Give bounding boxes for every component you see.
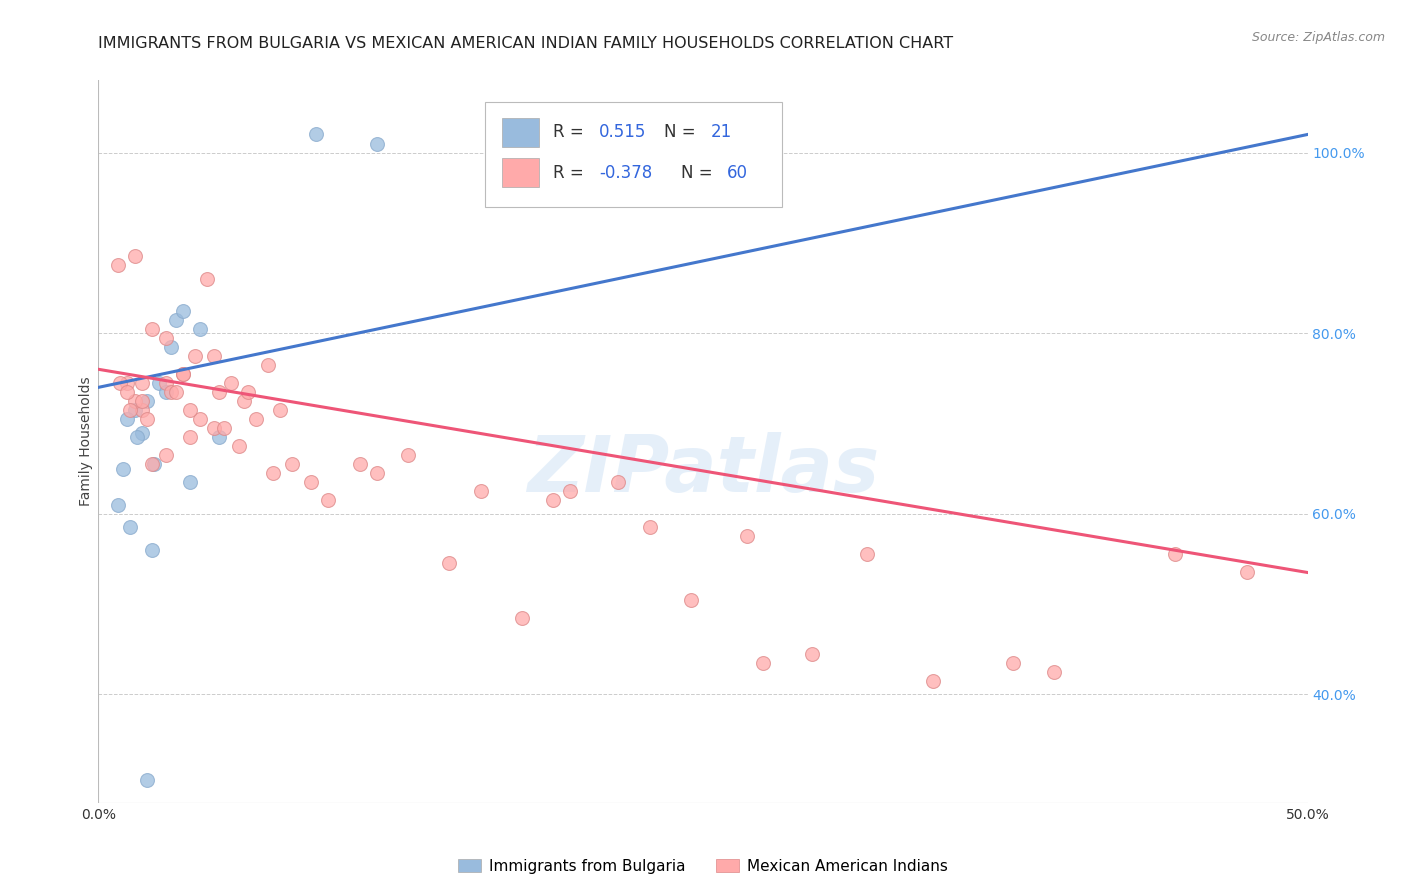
Point xyxy=(470,484,492,499)
Point xyxy=(228,439,250,453)
Point xyxy=(127,430,149,444)
Point xyxy=(679,592,702,607)
Point xyxy=(1042,665,1064,679)
Point xyxy=(366,466,388,480)
Point xyxy=(245,412,267,426)
Point xyxy=(638,520,661,534)
Point xyxy=(195,272,218,286)
Point xyxy=(124,403,146,417)
Point xyxy=(131,425,153,440)
Point xyxy=(1001,656,1024,670)
Point xyxy=(299,475,322,490)
Point xyxy=(165,384,187,399)
Point xyxy=(232,393,254,408)
Point xyxy=(107,259,129,273)
Point xyxy=(148,376,170,390)
Point xyxy=(131,376,153,390)
Point xyxy=(735,529,758,543)
Point xyxy=(221,376,243,390)
Point xyxy=(131,403,153,417)
Point xyxy=(204,421,226,435)
Point xyxy=(208,384,231,399)
Point xyxy=(269,403,291,417)
Point xyxy=(179,475,201,490)
Point xyxy=(117,412,139,426)
Point xyxy=(111,461,134,475)
Point xyxy=(188,321,211,335)
Point xyxy=(124,249,146,263)
Point xyxy=(107,498,129,512)
Point xyxy=(155,331,177,345)
Text: 60: 60 xyxy=(727,164,748,182)
Point xyxy=(165,312,187,326)
Text: 21: 21 xyxy=(710,123,731,141)
Point xyxy=(141,542,163,557)
Point xyxy=(208,430,231,444)
Y-axis label: Family Households: Family Households xyxy=(79,376,93,507)
Text: 0.515: 0.515 xyxy=(599,123,647,141)
Text: IMMIGRANTS FROM BULGARIA VS MEXICAN AMERICAN INDIAN FAMILY HOUSEHOLDS CORRELATIO: IMMIGRANTS FROM BULGARIA VS MEXICAN AMER… xyxy=(98,36,953,51)
FancyBboxPatch shape xyxy=(485,102,782,207)
Point xyxy=(141,321,163,335)
Point xyxy=(316,493,339,508)
Point xyxy=(172,367,194,381)
Point xyxy=(141,457,163,471)
Point xyxy=(541,493,564,508)
Text: -0.378: -0.378 xyxy=(599,164,652,182)
Text: R =: R = xyxy=(553,123,589,141)
Point xyxy=(135,412,157,426)
Point xyxy=(184,349,207,363)
Point xyxy=(143,457,166,471)
Text: R =: R = xyxy=(553,164,589,182)
Point xyxy=(305,128,328,142)
Point xyxy=(204,349,226,363)
Point xyxy=(366,136,388,151)
Point xyxy=(262,466,284,480)
Point xyxy=(155,384,177,399)
Point xyxy=(118,403,141,417)
Point xyxy=(155,376,177,390)
Point xyxy=(1163,548,1185,562)
Point xyxy=(437,557,460,571)
Point xyxy=(117,376,139,390)
Point xyxy=(172,367,194,381)
Point xyxy=(179,403,201,417)
Point xyxy=(160,384,183,399)
Point xyxy=(179,430,201,444)
FancyBboxPatch shape xyxy=(502,118,538,147)
Point xyxy=(752,656,775,670)
Text: Source: ZipAtlas.com: Source: ZipAtlas.com xyxy=(1251,31,1385,45)
Point xyxy=(510,610,533,624)
Point xyxy=(800,647,823,661)
Text: N =: N = xyxy=(682,164,718,182)
Legend: Immigrants from Bulgaria, Mexican American Indians: Immigrants from Bulgaria, Mexican Americ… xyxy=(453,853,953,880)
Text: ZIPatlas: ZIPatlas xyxy=(527,433,879,508)
Point xyxy=(349,457,371,471)
Point xyxy=(118,520,141,534)
Point xyxy=(117,384,139,399)
Point xyxy=(131,393,153,408)
Point xyxy=(135,393,157,408)
Point xyxy=(281,457,304,471)
Point xyxy=(256,358,278,372)
Point xyxy=(1236,566,1258,580)
FancyBboxPatch shape xyxy=(502,158,538,187)
Point xyxy=(856,548,879,562)
Point xyxy=(607,475,630,490)
Point xyxy=(135,773,157,788)
Text: N =: N = xyxy=(664,123,702,141)
Point xyxy=(238,384,260,399)
Point xyxy=(124,393,146,408)
Point xyxy=(160,340,183,354)
Point xyxy=(558,484,581,499)
Point xyxy=(155,448,177,462)
Point xyxy=(921,673,943,688)
Point xyxy=(172,303,194,318)
Point xyxy=(108,376,131,390)
Point xyxy=(396,448,419,462)
Point xyxy=(188,412,211,426)
Point xyxy=(212,421,235,435)
